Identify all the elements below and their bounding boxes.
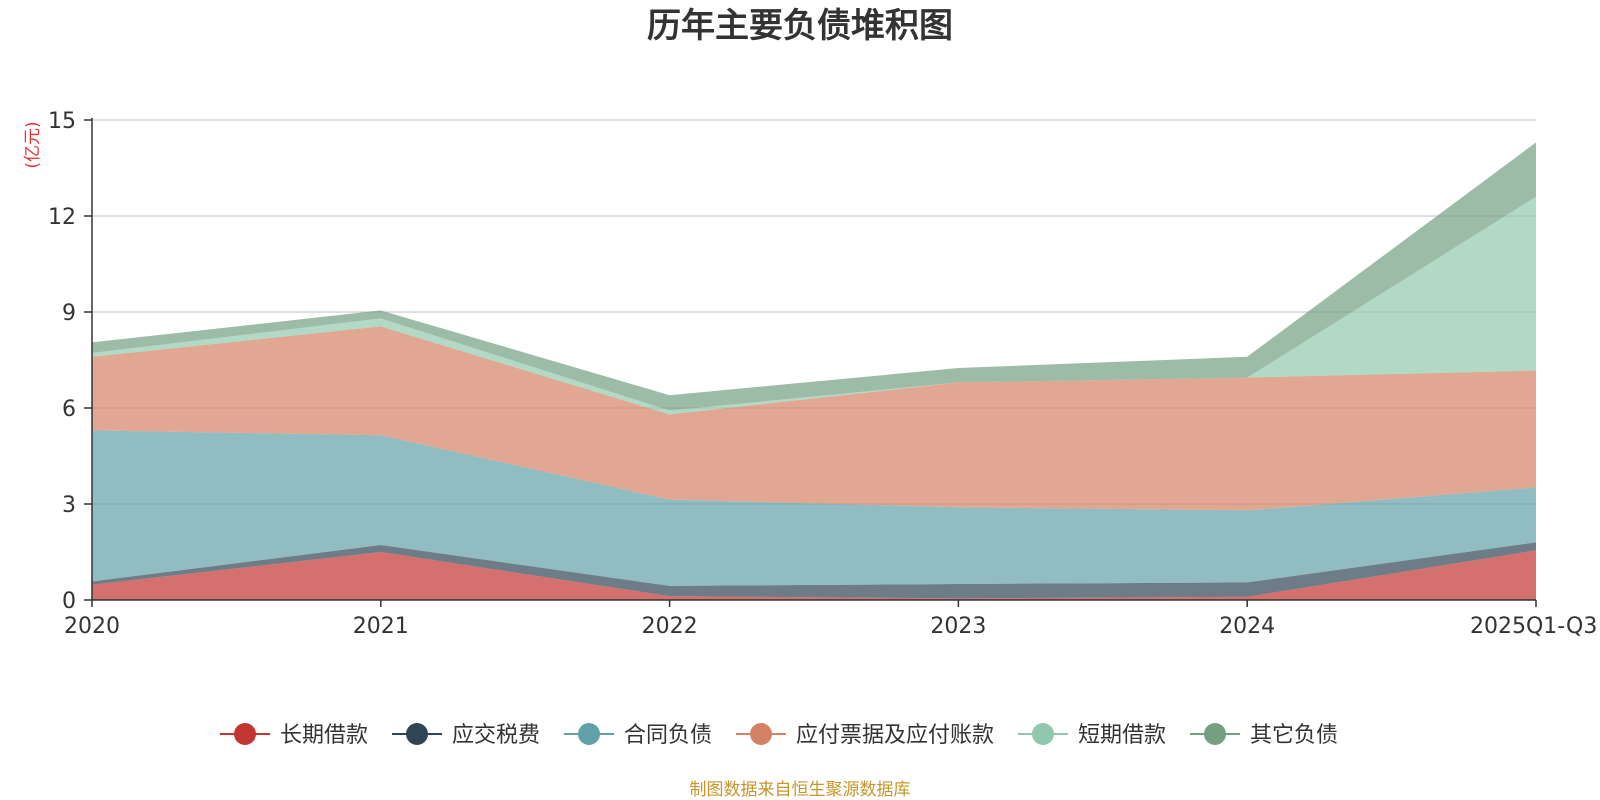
area-series-2: [92, 542, 1536, 599]
legend-item-2[interactable]: 应交税费: [392, 723, 540, 748]
y-tick-label: 12: [48, 205, 76, 230]
legend-circle-marker: [750, 723, 772, 745]
legend-circle-marker: [234, 723, 256, 745]
legend-label: 应交税费: [452, 723, 540, 748]
legend-label: 合同负债: [624, 723, 712, 748]
legend: 长期借款 应交税费 合同负债 应付票据及应付账款 短期借款 其它负债: [220, 723, 1338, 748]
legend-item-4[interactable]: 应付票据及应付账款: [736, 723, 994, 748]
x-tick-label: 2022: [642, 614, 698, 639]
x-tick-label: 2025Q1-Q3: [1470, 614, 1597, 639]
y-tick-label: 9: [62, 301, 76, 326]
x-tick-label: 2021: [353, 614, 409, 639]
area-series-1: [92, 550, 1536, 600]
legend-circle-marker: [1204, 723, 1226, 745]
legend-label: 长期借款: [280, 723, 368, 748]
y-tick-label: 15: [48, 109, 76, 134]
y-tick-label: 0: [62, 589, 76, 614]
legend-item-5[interactable]: 短期借款: [1018, 723, 1166, 748]
legend-circle-marker: [406, 723, 428, 745]
y-axis-unit-label: (亿元): [23, 121, 43, 168]
x-tick-label: 2020: [64, 614, 120, 639]
legend-circle-marker: [578, 723, 600, 745]
legend-item-6[interactable]: 其它负债: [1190, 723, 1338, 748]
area-series-3: [92, 430, 1536, 586]
area-series-layer: [92, 142, 1536, 600]
legend-label: 短期借款: [1078, 723, 1166, 748]
legend-label: 其它负债: [1250, 723, 1338, 748]
chart-title: 历年主要负债堆积图: [647, 6, 953, 46]
area-series-4: [92, 326, 1536, 511]
axes: 0 3 6 9 12 15 2020 2021 2022 2023 2024 2025Q1-Q3: [48, 109, 1597, 639]
x-tick-label: 2024: [1219, 614, 1275, 639]
legend-label: 应付票据及应付账款: [796, 723, 994, 748]
legend-item-1[interactable]: 长期借款: [220, 723, 368, 748]
source-note: 制图数据来自恒生聚源数据库: [690, 780, 911, 800]
y-tick-label: 3: [62, 493, 76, 518]
x-tick-label: 2023: [930, 614, 986, 639]
legend-circle-marker: [1032, 723, 1054, 745]
legend-item-3[interactable]: 合同负债: [564, 723, 712, 748]
y-tick-label: 6: [62, 397, 76, 422]
